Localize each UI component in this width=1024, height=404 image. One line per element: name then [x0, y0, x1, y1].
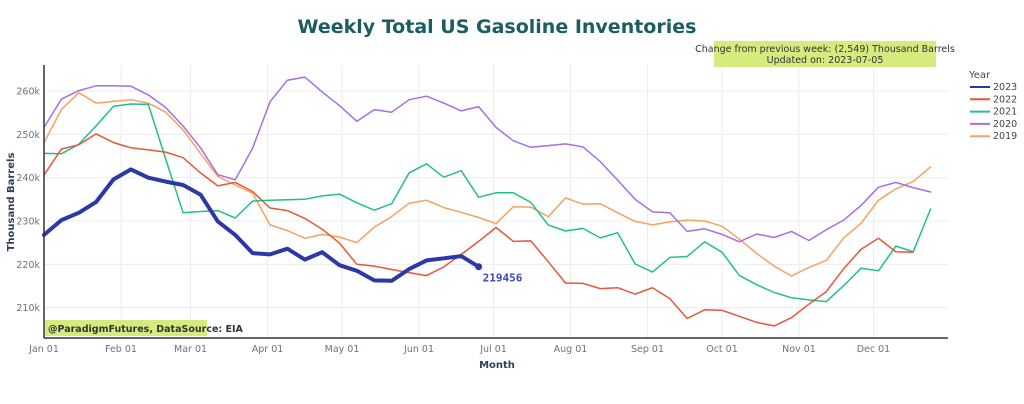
source-annotation-text: @ParadigmFutures, DataSource: EIA	[48, 324, 244, 335]
x-tick-label: Apr 01	[252, 344, 284, 355]
y-tick-label: 220k	[16, 260, 40, 271]
y-axis-title: Thousand Barrels	[6, 153, 17, 252]
x-tick-label: Nov 01	[782, 344, 816, 355]
change-annotation-bg	[714, 41, 936, 67]
series-line-2022	[43, 133, 914, 327]
legend-item-2023[interactable]: 2023	[970, 82, 1017, 93]
change-annotation-line2: Updated on: 2023-07-05	[767, 55, 884, 66]
series-line-2019	[43, 91, 932, 277]
y-tick-label: 260k	[16, 87, 40, 98]
legend-label: 2019	[993, 131, 1017, 142]
legend-item-2020[interactable]: 2020	[970, 119, 1017, 130]
x-tick-label: Mar 01	[174, 344, 207, 355]
grid	[43, 65, 948, 338]
y-axis-ticks: 210k 220k 230k 240k 250k 260k	[16, 87, 40, 315]
series-line-2021	[43, 103, 932, 303]
legend-item-2021[interactable]: 2021	[970, 107, 1017, 118]
source-annotation-bg	[45, 320, 207, 336]
change-annotation: Change from previous week: (2,549) Thous…	[695, 41, 955, 67]
legend-title: Year	[968, 70, 991, 81]
x-tick-label: Feb 01	[105, 344, 137, 355]
x-tick-label: Aug 01	[554, 344, 588, 355]
legend-label: 2023	[993, 82, 1017, 93]
legend-label: 2020	[993, 119, 1017, 130]
legend-item-2019[interactable]: 2019	[970, 131, 1017, 142]
chart-title: Weekly Total US Gasoline Inventories	[298, 16, 697, 38]
last-value-label: 219456	[483, 272, 523, 285]
legend-label: 2022	[993, 94, 1017, 105]
legend-label: 2021	[993, 107, 1017, 118]
x-tick-label: Jan 01	[28, 344, 59, 355]
x-tick-label: Jul 01	[479, 344, 507, 355]
change-annotation-line1: Change from previous week: (2,549) Thous…	[695, 44, 955, 55]
last-point-marker	[475, 263, 483, 271]
x-axis-title: Month	[479, 360, 515, 371]
x-tick-label: Jun 01	[403, 344, 434, 355]
series-line-2023	[42, 167, 481, 283]
y-tick-label: 250k	[16, 130, 40, 141]
x-tick-label: Dec 01	[857, 344, 891, 355]
x-tick-label: May 01	[325, 344, 360, 355]
x-axis-ticks: Jan 01 Feb 01 Mar 01 Apr 01 May 01 Jun 01 Jul …	[28, 344, 890, 355]
source-annotation: @ParadigmFutures, DataSource: EIA	[45, 320, 244, 336]
x-tick-label: Sep 01	[631, 344, 664, 355]
y-tick-label: 240k	[16, 173, 40, 184]
y-tick-label: 230k	[16, 217, 40, 228]
x-tick-label: Oct 01	[706, 344, 738, 355]
series-line-2020	[43, 76, 932, 243]
series-layer	[42, 76, 932, 327]
legend-item-2022[interactable]: 2022	[970, 94, 1017, 105]
y-tick-label: 210k	[16, 303, 40, 314]
